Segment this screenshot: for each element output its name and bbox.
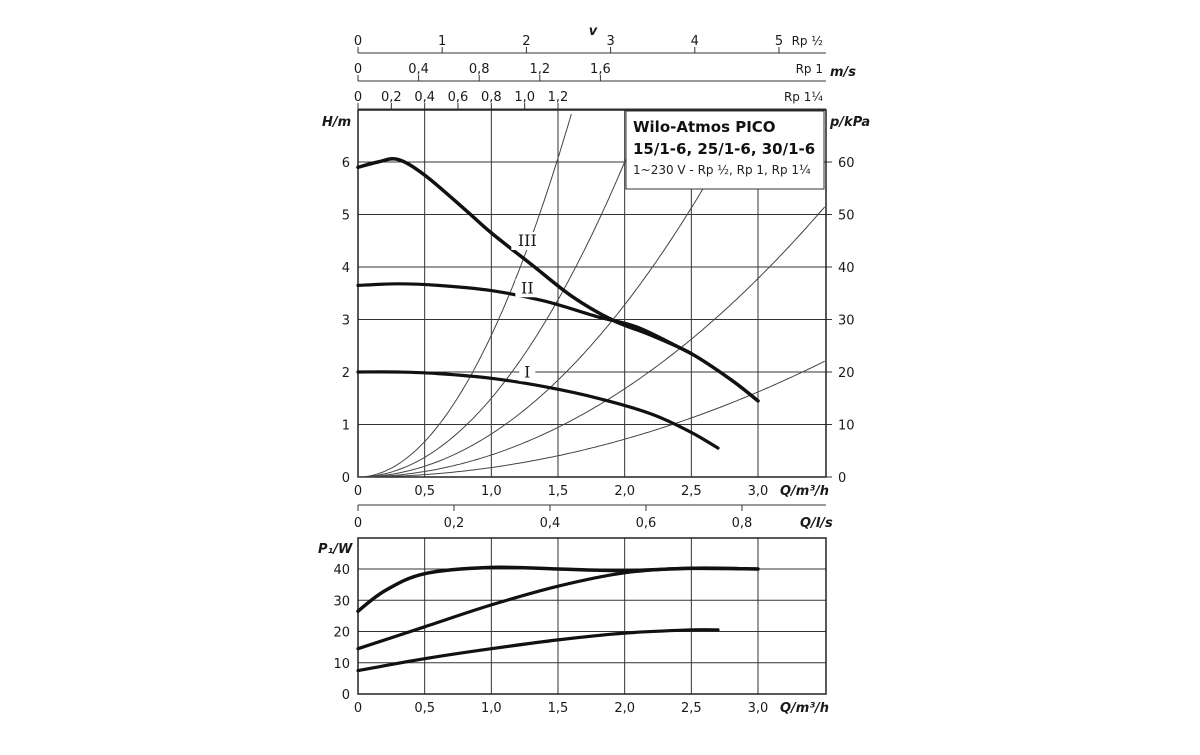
p-x-tick-label: 0,5 xyxy=(414,701,435,716)
y-tick-label: 4 xyxy=(342,261,350,276)
y2-tick-label: 40 xyxy=(838,261,855,276)
curve-label-bg xyxy=(511,232,544,250)
velocity-tick-label: 0 xyxy=(354,34,362,49)
ls-axis-label: Q/l/s xyxy=(800,516,833,531)
ls-tick-label: 0,4 xyxy=(540,516,561,531)
x-tick-label: 1,5 xyxy=(548,484,569,499)
y-axis-label: H/m xyxy=(322,115,351,130)
velocity-tick-label: 0,8 xyxy=(481,90,502,105)
chart-note: 1~230 V - Rp ½, Rp 1, Rp 1¼ xyxy=(633,163,811,177)
p-x-tick-label: 2,0 xyxy=(614,701,635,716)
x-tick-label: 0,5 xyxy=(414,484,435,499)
velocity-tick-label: 0,8 xyxy=(469,62,490,77)
pump-curve-i xyxy=(356,370,720,450)
x-tick-label: 2,0 xyxy=(614,484,635,499)
y2-tick-label: 30 xyxy=(838,314,855,329)
velocity-tick-label: 0,4 xyxy=(408,62,429,77)
velocity-tick-label: 1,2 xyxy=(529,62,550,77)
pipe-size-label: Rp 1 xyxy=(796,62,823,76)
chart-title: Wilo-Atmos PICO xyxy=(633,118,776,136)
system-curve xyxy=(357,113,572,478)
p-x-tick-label: 3,0 xyxy=(748,701,769,716)
velocity-tick-label: 1 xyxy=(438,34,446,49)
y2-tick-label: 10 xyxy=(838,419,855,434)
y2-tick-label: 20 xyxy=(838,366,855,381)
y2-tick-label: 0 xyxy=(838,471,846,486)
curve-label-i: I xyxy=(524,362,530,381)
velocity-tick-label: 1,2 xyxy=(548,90,569,105)
velocity-unit: m/s xyxy=(830,65,856,80)
ls-tick-label: 0,8 xyxy=(732,516,753,531)
pipe-size-label: Rp ½ xyxy=(792,34,823,48)
y-tick-label: 6 xyxy=(342,156,350,171)
y-tick-label: 5 xyxy=(342,209,350,224)
y-tick-label: 0 xyxy=(342,471,350,486)
top-plot-frame xyxy=(357,109,827,478)
velocity-tick-label: 5 xyxy=(775,34,783,49)
system-curve xyxy=(358,360,825,478)
x-tick-label: 0 xyxy=(354,484,362,499)
bottom-plot-frame xyxy=(357,537,827,695)
velocity-tick-label: 1,6 xyxy=(590,62,611,77)
ls-tick-label: 0 xyxy=(354,516,362,531)
p-x-tick-label: 2,5 xyxy=(681,701,702,716)
title-box xyxy=(625,110,825,190)
curve-label-ii: II xyxy=(521,278,534,297)
system-curve xyxy=(358,206,826,478)
y-tick-label: 3 xyxy=(342,314,350,329)
velocity-tick-label: 0,6 xyxy=(448,90,469,105)
x-tick-label: 2,5 xyxy=(681,484,702,499)
x-tick-label: 1,0 xyxy=(481,484,502,499)
power-curve xyxy=(356,628,720,673)
velocity-tick-label: 1,0 xyxy=(514,90,535,105)
velocity-tick-label: 3 xyxy=(606,34,614,49)
curve-label-iii: III xyxy=(518,231,537,250)
p-y-tick-label: 20 xyxy=(333,626,350,641)
p-x-tick-label: 1,0 xyxy=(481,701,502,716)
p-x-tick-label: 1,5 xyxy=(548,701,569,716)
x-tick-label: 3,0 xyxy=(748,484,769,499)
p-x-axis-label: Q/m³/h xyxy=(780,701,829,716)
y2-tick-label: 50 xyxy=(838,209,855,224)
system-curve xyxy=(358,116,644,478)
velocity-tick-label: 0 xyxy=(354,90,362,105)
p-x-tick-label: 0 xyxy=(354,701,362,716)
ls-tick-label: 0,6 xyxy=(636,516,657,531)
y2-tick-label: 60 xyxy=(838,156,855,171)
p-y-axis-label: P₁/W xyxy=(318,542,353,557)
curve-label-bg xyxy=(515,279,540,298)
power-curve xyxy=(356,566,760,651)
velocity-tick-label: 4 xyxy=(691,34,699,49)
x-axis-label: Q/m³/h xyxy=(780,484,829,499)
chart-subtitle: 15/1-6, 25/1-6, 30/1-6 xyxy=(633,140,815,158)
p-y-tick-label: 10 xyxy=(333,657,350,672)
curve-label-bg xyxy=(519,363,536,382)
velocity-tick-label: 0,2 xyxy=(381,90,402,105)
y-tick-label: 1 xyxy=(342,419,350,434)
p-y-tick-label: 30 xyxy=(333,594,350,609)
y2-axis-label: p/kPa xyxy=(829,115,870,130)
y-tick-label: 2 xyxy=(342,366,350,381)
velocity-tick-label: 2 xyxy=(522,34,530,49)
velocity-tick-label: 0,4 xyxy=(414,90,435,105)
p-y-tick-label: 0 xyxy=(342,688,350,703)
pipe-size-label: Rp 1¼ xyxy=(784,90,823,104)
ls-tick-label: 0,2 xyxy=(444,516,465,531)
p-y-tick-label: 40 xyxy=(333,563,350,578)
velocity-symbol: v xyxy=(589,24,598,39)
velocity-tick-label: 0 xyxy=(354,62,362,77)
